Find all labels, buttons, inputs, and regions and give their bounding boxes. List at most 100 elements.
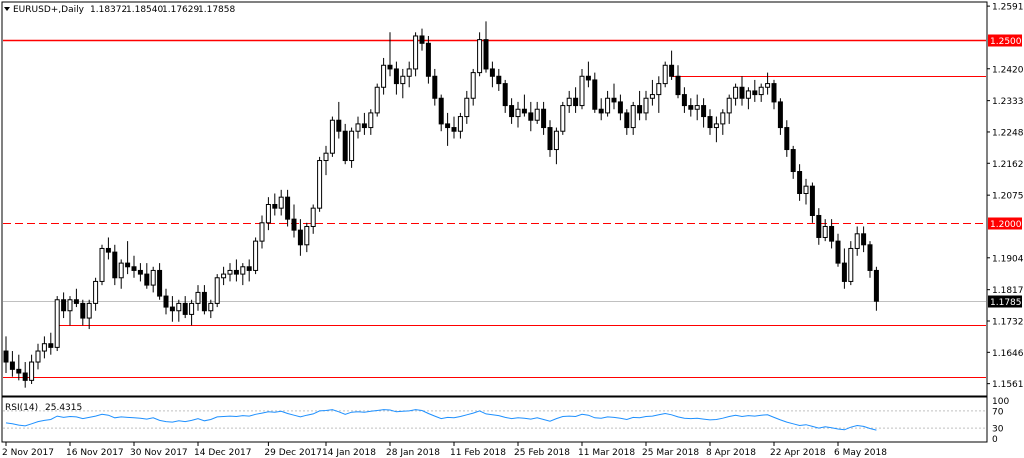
price-label-text-3: 1.17858 <box>990 298 1024 308</box>
candle-body <box>16 368 22 374</box>
price-axis: 1.25915 1.24205 1.23335 1.22480 1.21625 1.207… <box>987 3 1024 390</box>
candle-body <box>745 90 751 99</box>
candle-body <box>835 240 841 264</box>
candle-body <box>605 97 611 114</box>
rsi-axis-label: 30 <box>992 425 1004 435</box>
candle-body <box>841 262 847 282</box>
candle-body <box>771 83 777 103</box>
candle-body <box>656 83 662 96</box>
time-axis-label: 16 Nov 2017 <box>66 448 124 458</box>
candle-body <box>707 116 713 129</box>
candle-body <box>310 207 316 227</box>
price-label-box-0 <box>988 34 1022 47</box>
candle-body <box>240 266 246 275</box>
candle-body <box>29 361 35 381</box>
candle-body <box>361 123 367 129</box>
candle-body <box>131 266 137 271</box>
candle-body <box>419 35 425 44</box>
rsi-line <box>5 409 877 431</box>
candle-body <box>432 75 438 99</box>
candle-body <box>93 280 99 304</box>
candle-body <box>630 105 636 129</box>
candle-body <box>758 86 764 96</box>
candle-body <box>73 299 79 304</box>
candle-body <box>176 302 182 312</box>
candle-body <box>854 233 860 249</box>
candle-body <box>329 119 335 154</box>
candle-body <box>214 277 220 304</box>
price-pane[interactable]: 1.25915 1.24205 1.23335 1.22480 1.21625 1.207… <box>1 1 1024 397</box>
candle-body <box>547 127 553 151</box>
candle-body <box>720 112 726 125</box>
candle-body <box>208 302 214 312</box>
candle-body <box>393 68 399 85</box>
candle-body <box>822 225 828 238</box>
candle-body <box>637 105 643 114</box>
candle-body <box>688 105 694 110</box>
candle-body <box>617 101 623 114</box>
candle-body <box>521 108 527 114</box>
price-axis-label: 1.16465 <box>992 349 1024 359</box>
candle-body <box>816 214 822 238</box>
candle-body <box>118 262 124 279</box>
triangle-down-icon <box>4 7 10 11</box>
candle-body <box>528 112 534 121</box>
candle-body <box>349 130 355 162</box>
rsi-pane-frame <box>1 396 988 443</box>
rsi-axis-label: 0 <box>992 435 998 445</box>
candle-body <box>483 39 489 70</box>
rsi-axis-label: 70 <box>992 407 1004 417</box>
price-axis-label: 1.24205 <box>992 65 1024 75</box>
header-open: 1.18372 <box>90 5 127 15</box>
candle-body <box>489 68 495 77</box>
candle-body <box>438 97 444 125</box>
price-label-boxes: 1.25000 1.20000 1.17858 <box>988 34 1024 308</box>
candle-body <box>451 127 457 132</box>
candle-body <box>150 269 156 286</box>
price-pane-frame <box>1 1 988 397</box>
price-axis-label: 1.20755 <box>992 192 1024 202</box>
candle-body <box>867 244 873 271</box>
price-label-box-3 <box>988 295 1022 308</box>
candle-body <box>573 97 579 107</box>
candle-body <box>694 105 700 110</box>
time-axis-label: 29 Dec 2017 <box>264 448 322 458</box>
candle-body <box>54 299 60 348</box>
candle-body <box>829 225 835 242</box>
candle-body <box>534 108 540 121</box>
candle-body <box>342 130 348 162</box>
candle-body <box>560 105 566 132</box>
candle-body <box>80 302 86 319</box>
candle-body <box>195 291 201 304</box>
time-axis-label: 14 Jan 2018 <box>322 448 376 458</box>
candle-body <box>848 247 854 282</box>
candle-body <box>809 185 815 216</box>
candle-body <box>233 269 239 275</box>
price-axis-label: 1.21625 <box>992 160 1024 170</box>
candle-body <box>541 108 547 129</box>
rsi-value: 25.4315 <box>45 403 82 413</box>
candle-body <box>157 269 163 297</box>
candle-body <box>61 299 67 312</box>
candle-body <box>752 90 758 96</box>
candle-body <box>713 123 719 129</box>
candle-body <box>873 269 879 302</box>
candle-body <box>598 108 604 114</box>
candle-body <box>457 116 463 132</box>
candle-body <box>496 75 502 85</box>
price-axis-label: 1.19045 <box>992 254 1024 264</box>
candle-body <box>67 299 73 312</box>
candle-body <box>144 273 150 286</box>
candle-body <box>803 185 809 195</box>
time-axis-label: 11 Feb 2018 <box>450 448 506 458</box>
candle-body <box>291 218 297 231</box>
candle-body <box>662 64 668 85</box>
candle-body <box>701 105 707 118</box>
candle-body <box>669 64 675 77</box>
candle-body <box>509 105 515 118</box>
candle-body <box>253 240 259 271</box>
candle-body <box>592 79 598 110</box>
price-label-text-2: 1.20000 <box>990 220 1024 230</box>
